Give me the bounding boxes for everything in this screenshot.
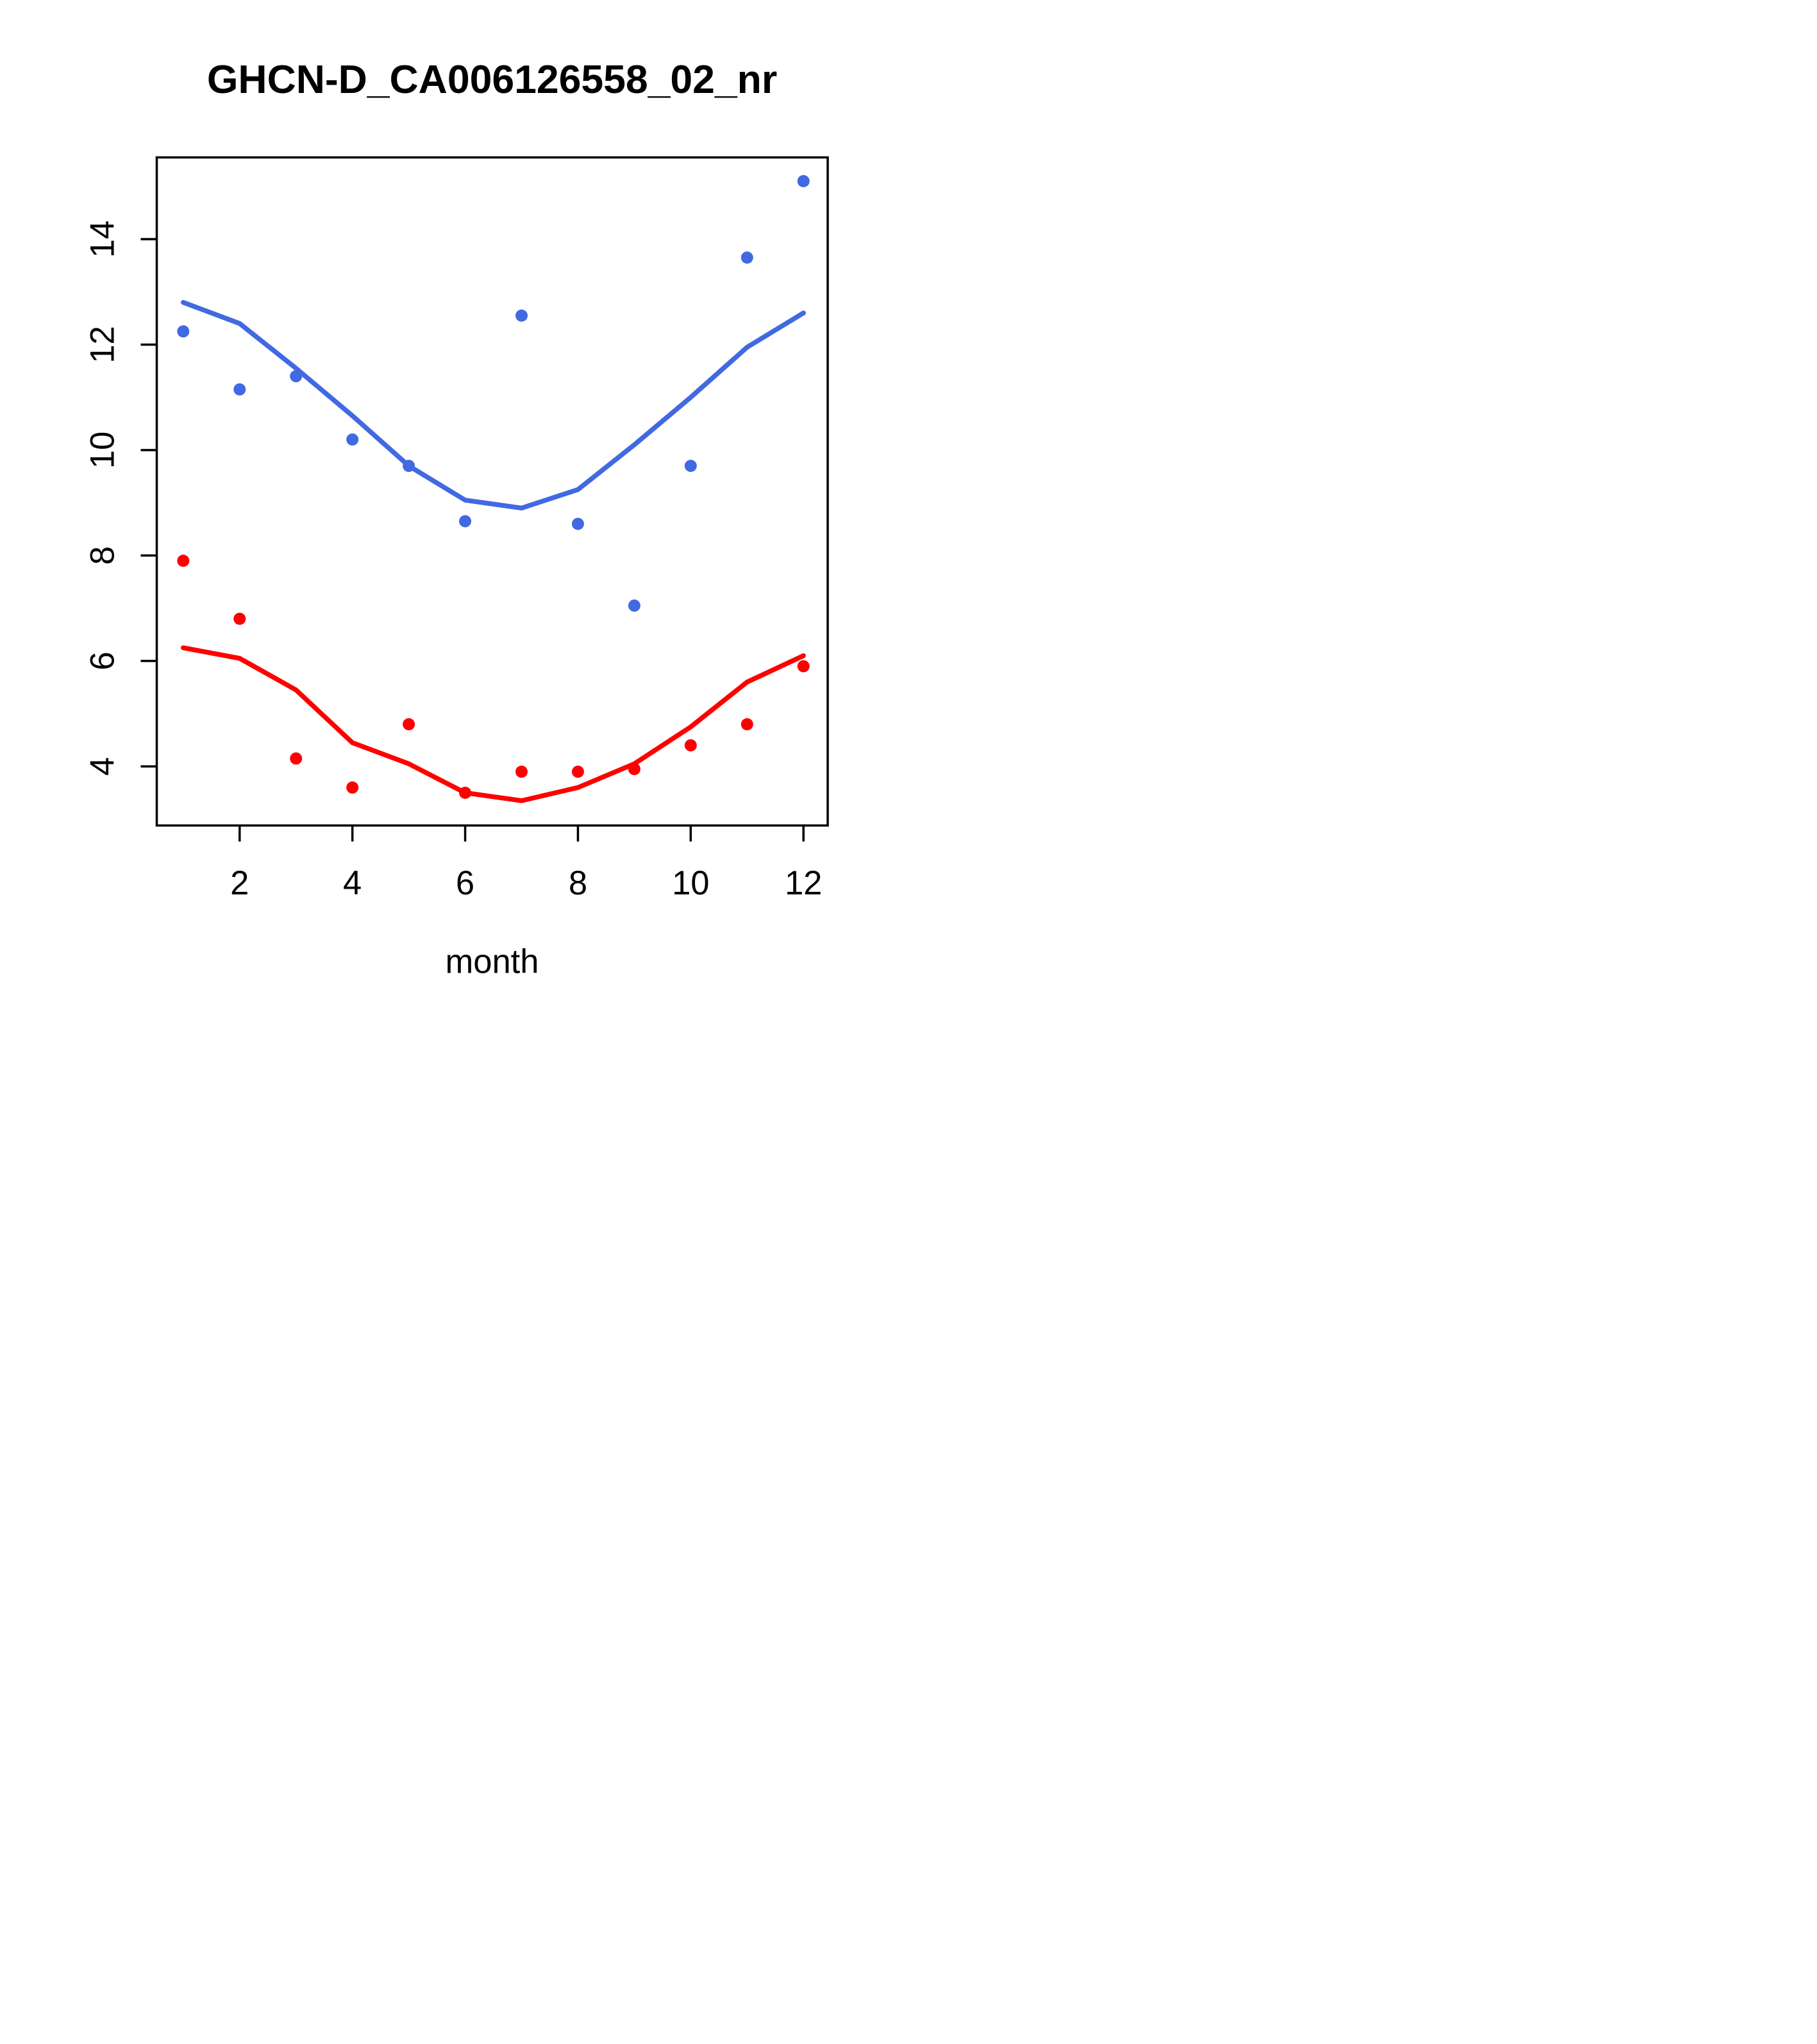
x-axis-tick-label: 10	[672, 864, 709, 902]
x-axis-tick-label: 12	[785, 864, 822, 902]
x-axis-tick-label: 2	[230, 864, 249, 902]
lower-points-marker	[797, 660, 810, 673]
lower-points-marker	[233, 612, 246, 625]
upper-points-marker	[346, 433, 359, 446]
lower-points-marker	[459, 787, 472, 800]
lower-points-marker	[177, 555, 190, 567]
upper-points-marker	[571, 517, 584, 530]
x-axis-tick-label: 6	[456, 864, 474, 902]
x-axis-tick-label: 4	[343, 864, 362, 902]
r-plot-figure: GHCN-D_CA006126558_02_nr month 2 4 6 8 10 12 4…	[0, 0, 908, 1022]
plot-geometry: 2 4 6 8 10 12 4 6 8 10 12 14	[84, 156, 829, 902]
upper-points-marker	[684, 460, 697, 473]
upper-points-marker	[797, 175, 810, 188]
x-axis-tick-label: 8	[569, 864, 587, 902]
x-axis-label: month	[446, 943, 539, 981]
upper-points-marker	[628, 599, 641, 612]
upper-points-marker	[459, 515, 472, 528]
lower-fit-line	[181, 645, 806, 803]
y-axis-tick-label: 14	[84, 221, 122, 258]
y-axis-tick-label: 6	[84, 651, 122, 670]
lower-points-marker	[741, 718, 753, 731]
upper-points-marker	[177, 325, 190, 338]
lower-points-marker	[684, 739, 697, 751]
y-axis-tick-label: 4	[84, 757, 122, 776]
lower-points-marker	[628, 763, 641, 776]
upper-points-marker	[290, 370, 303, 383]
plot-frame	[155, 156, 829, 827]
plot-title: GHCN-D_CA006126558_02_nr	[207, 57, 777, 102]
upper-points-marker	[741, 251, 753, 264]
upper-fit-line	[181, 299, 806, 511]
upper-points-marker	[233, 383, 246, 396]
lower-points-marker	[346, 781, 359, 794]
upper-points-marker	[515, 309, 528, 322]
lower-points-marker	[571, 766, 584, 778]
y-axis-tick-label: 12	[84, 326, 122, 363]
y-axis-tick-label: 10	[84, 431, 122, 469]
plot-canvas: GHCN-D_CA006126558_02_nr month 2 4 6 8 10 12 4…	[84, 57, 829, 981]
y-axis-tick-label: 8	[84, 546, 122, 565]
upper-points-marker	[403, 460, 415, 473]
lower-points-marker	[290, 752, 303, 765]
lower-points-marker	[403, 718, 415, 731]
lower-points-marker	[515, 766, 528, 778]
